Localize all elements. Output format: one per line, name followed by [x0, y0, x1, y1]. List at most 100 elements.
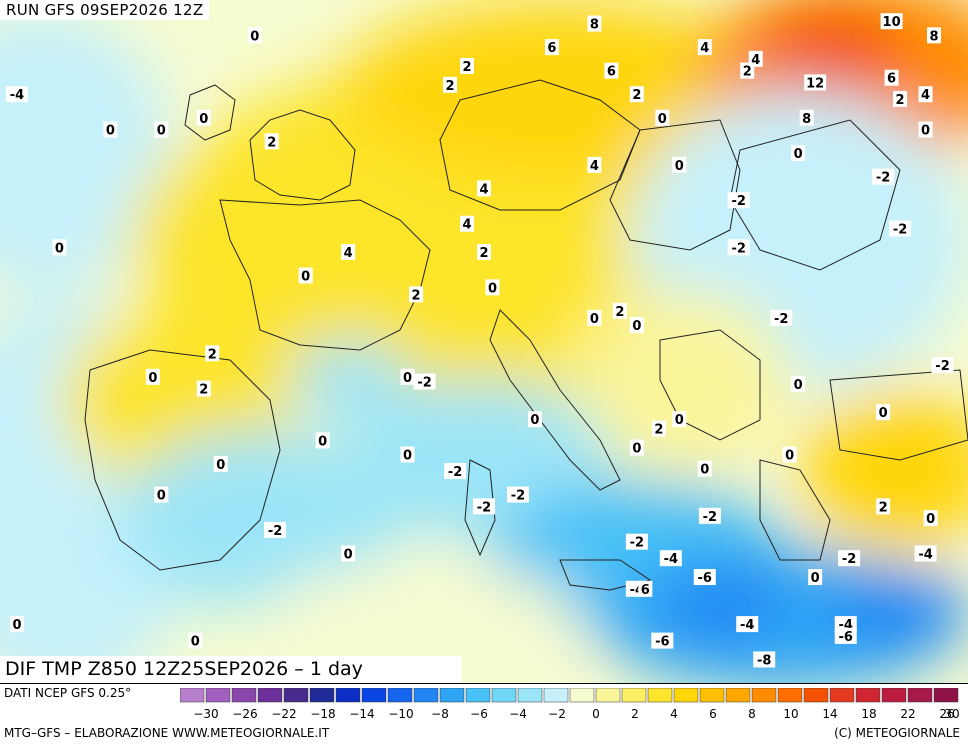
value-label-text: 10	[883, 15, 901, 30]
value-label-text: -2	[732, 194, 746, 209]
value-label: 12	[804, 74, 827, 91]
value-label-box	[413, 373, 436, 390]
value-label-box	[213, 455, 228, 472]
value-label-text: 4	[462, 218, 471, 233]
value-label-text: -2	[842, 552, 856, 567]
anomaly-shading	[0, 0, 968, 683]
value-label-box	[651, 420, 666, 437]
value-label-box	[544, 39, 559, 56]
value-label-box	[799, 109, 814, 126]
value-label-box	[315, 432, 330, 449]
value-label: -2	[872, 168, 895, 186]
value-label: -2	[413, 373, 436, 391]
colorbar-tick-label: 10	[783, 707, 798, 721]
value-label-text: 2	[462, 60, 471, 75]
colorbar-cell	[907, 688, 933, 703]
value-label-box	[727, 192, 750, 209]
colorbar-tick-label: 30	[944, 707, 959, 721]
value-label: 0	[527, 411, 542, 428]
value-label-text: 4	[344, 246, 353, 261]
credits-right: (C) METEOGIORNALE	[834, 726, 960, 740]
value-label: 2	[893, 90, 908, 108]
value-label-text: 0	[675, 413, 684, 428]
value-label-box	[672, 411, 687, 428]
value-label: 0	[247, 27, 262, 44]
colorbar-cell	[517, 688, 543, 703]
value-label-box	[740, 62, 755, 79]
colorbar-cell	[829, 688, 855, 703]
field-title: DIF TMP Z850 12Z25SEP2026 – 1 day	[0, 656, 462, 683]
value-label-text: 0	[318, 434, 327, 449]
value-label-box	[838, 550, 861, 567]
value-label-box	[460, 57, 475, 74]
value-label: 4	[477, 180, 491, 197]
value-label: 2	[205, 345, 220, 362]
value-label-box	[791, 375, 806, 392]
run-label: RUN GFS 09SEP2026 12Z	[0, 0, 210, 20]
colorbar-cell	[855, 688, 881, 703]
value-label: 0	[298, 267, 313, 285]
value-label: 0	[876, 404, 891, 421]
colorbar-cell	[673, 688, 699, 703]
value-label: 2	[612, 302, 627, 320]
value-label-box	[914, 545, 937, 562]
value-label: -2	[838, 550, 861, 567]
value-label: 6	[638, 580, 653, 598]
value-label-box	[473, 498, 495, 515]
value-label-box	[612, 302, 627, 319]
value-label: 0	[923, 510, 938, 527]
value-label-box	[444, 463, 467, 480]
colorbar-cell	[309, 688, 335, 703]
value-label-box	[196, 380, 211, 397]
value-label: 4	[341, 244, 356, 261]
value-label: -2	[506, 486, 529, 504]
colorbar-tick-label: −8	[431, 707, 449, 721]
colorbar-cell	[257, 688, 283, 703]
value-label-text: -2	[511, 489, 525, 504]
value-label: -2	[889, 220, 912, 237]
value-label-box	[629, 317, 644, 334]
value-label-text: 8	[802, 112, 811, 127]
value-label-text: 0	[658, 112, 667, 127]
value-label: 0	[154, 486, 169, 504]
value-label-box	[876, 404, 891, 421]
value-label: 0	[188, 632, 203, 650]
value-label-text: -2	[477, 500, 491, 515]
value-label: 0	[672, 156, 687, 174]
value-label-text: -2	[268, 524, 282, 539]
value-label: 2	[264, 133, 279, 150]
colorbar-tick-label: 14	[822, 707, 837, 721]
value-label-box	[587, 156, 602, 173]
colorbar-tick-label: −2	[548, 707, 566, 721]
value-label: 0	[154, 121, 169, 139]
value-label: -2	[727, 192, 750, 209]
value-label-text: 0	[157, 489, 166, 504]
value-label: -2	[727, 239, 750, 256]
value-label-box	[876, 498, 891, 515]
value-label-text: -2	[774, 312, 788, 327]
value-label-box	[923, 510, 938, 527]
value-label-box	[604, 62, 619, 79]
value-label-text: -2	[703, 510, 717, 525]
value-label-text: 0	[106, 124, 115, 139]
value-label-text: -6	[838, 630, 852, 645]
value-label: 0	[400, 446, 415, 464]
value-label-text: 0	[250, 29, 259, 44]
value-label: 4	[460, 215, 475, 233]
value-label: 0	[587, 309, 602, 327]
value-label-box	[834, 627, 857, 644]
value-label-text: 4	[700, 41, 709, 56]
value-label: 0	[315, 432, 330, 449]
colorbar-cell	[180, 688, 205, 703]
value-label: 0	[52, 239, 67, 256]
value-label-text: 4	[590, 159, 599, 174]
colorbar-cell	[205, 688, 231, 703]
value-label-text: -4	[10, 88, 24, 103]
colorbar-cell	[933, 688, 959, 703]
value-label: -2	[473, 498, 495, 515]
value-label-box	[927, 27, 942, 44]
value-label-box	[154, 486, 169, 503]
value-label: 2	[477, 244, 491, 261]
value-label-text: -4	[918, 547, 932, 562]
